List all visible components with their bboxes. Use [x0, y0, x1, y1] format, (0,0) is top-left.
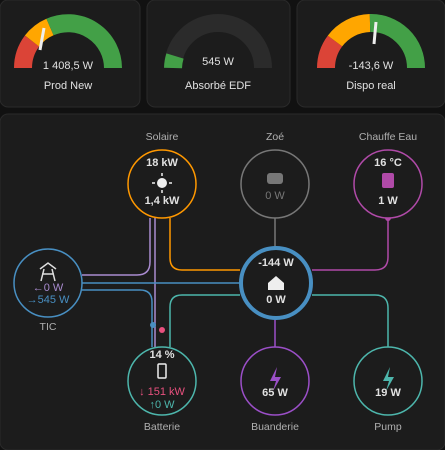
node-label: Batterie: [144, 421, 180, 433]
node-value: 14 %: [149, 349, 174, 361]
gauge-name: Dispo real: [346, 80, 396, 92]
gauge-value: -143,6 W: [349, 60, 394, 72]
node-label: Solaire: [146, 131, 179, 143]
node-value: 18 kW: [146, 157, 178, 169]
icons: [39, 173, 394, 391]
gauge-name: Absorbé EDF: [185, 80, 251, 92]
node-label: Chauffe Eau: [359, 131, 417, 143]
node-value: 65 W: [262, 387, 288, 399]
node-value: ←0 W: [33, 282, 64, 294]
node-label: Buanderie: [251, 421, 299, 433]
node-label: TIC: [40, 321, 57, 333]
card[interactable]: [146, 0, 291, 108]
node-value: 0 W: [266, 294, 286, 306]
node-value: ↓ 151 kW: [139, 386, 185, 398]
node-value: ↑0 W: [149, 399, 175, 411]
node-value: 1 W: [378, 195, 398, 207]
flow-dot: [150, 322, 156, 328]
node-value: 16 °C: [374, 157, 402, 169]
flow-dot: [159, 327, 165, 333]
node-label: Zoé: [266, 131, 284, 143]
node-value: →545 W: [27, 294, 70, 306]
card: [0, 113, 445, 450]
node-value: 19 W: [375, 387, 401, 399]
card[interactable]: [296, 0, 445, 108]
node-value: -144 W: [258, 257, 294, 269]
gauge: [14, 14, 425, 69]
gauge-name: Prod New: [44, 80, 92, 92]
needle: [372, 21, 378, 45]
gauge-value: 545 W: [202, 56, 234, 68]
node-label: Pump: [374, 421, 402, 433]
gauge-value: 1 408,5 W: [43, 60, 94, 72]
needle: [38, 27, 46, 51]
node-value: 0 W: [265, 190, 285, 202]
node-value: 1,4 kW: [145, 195, 180, 207]
